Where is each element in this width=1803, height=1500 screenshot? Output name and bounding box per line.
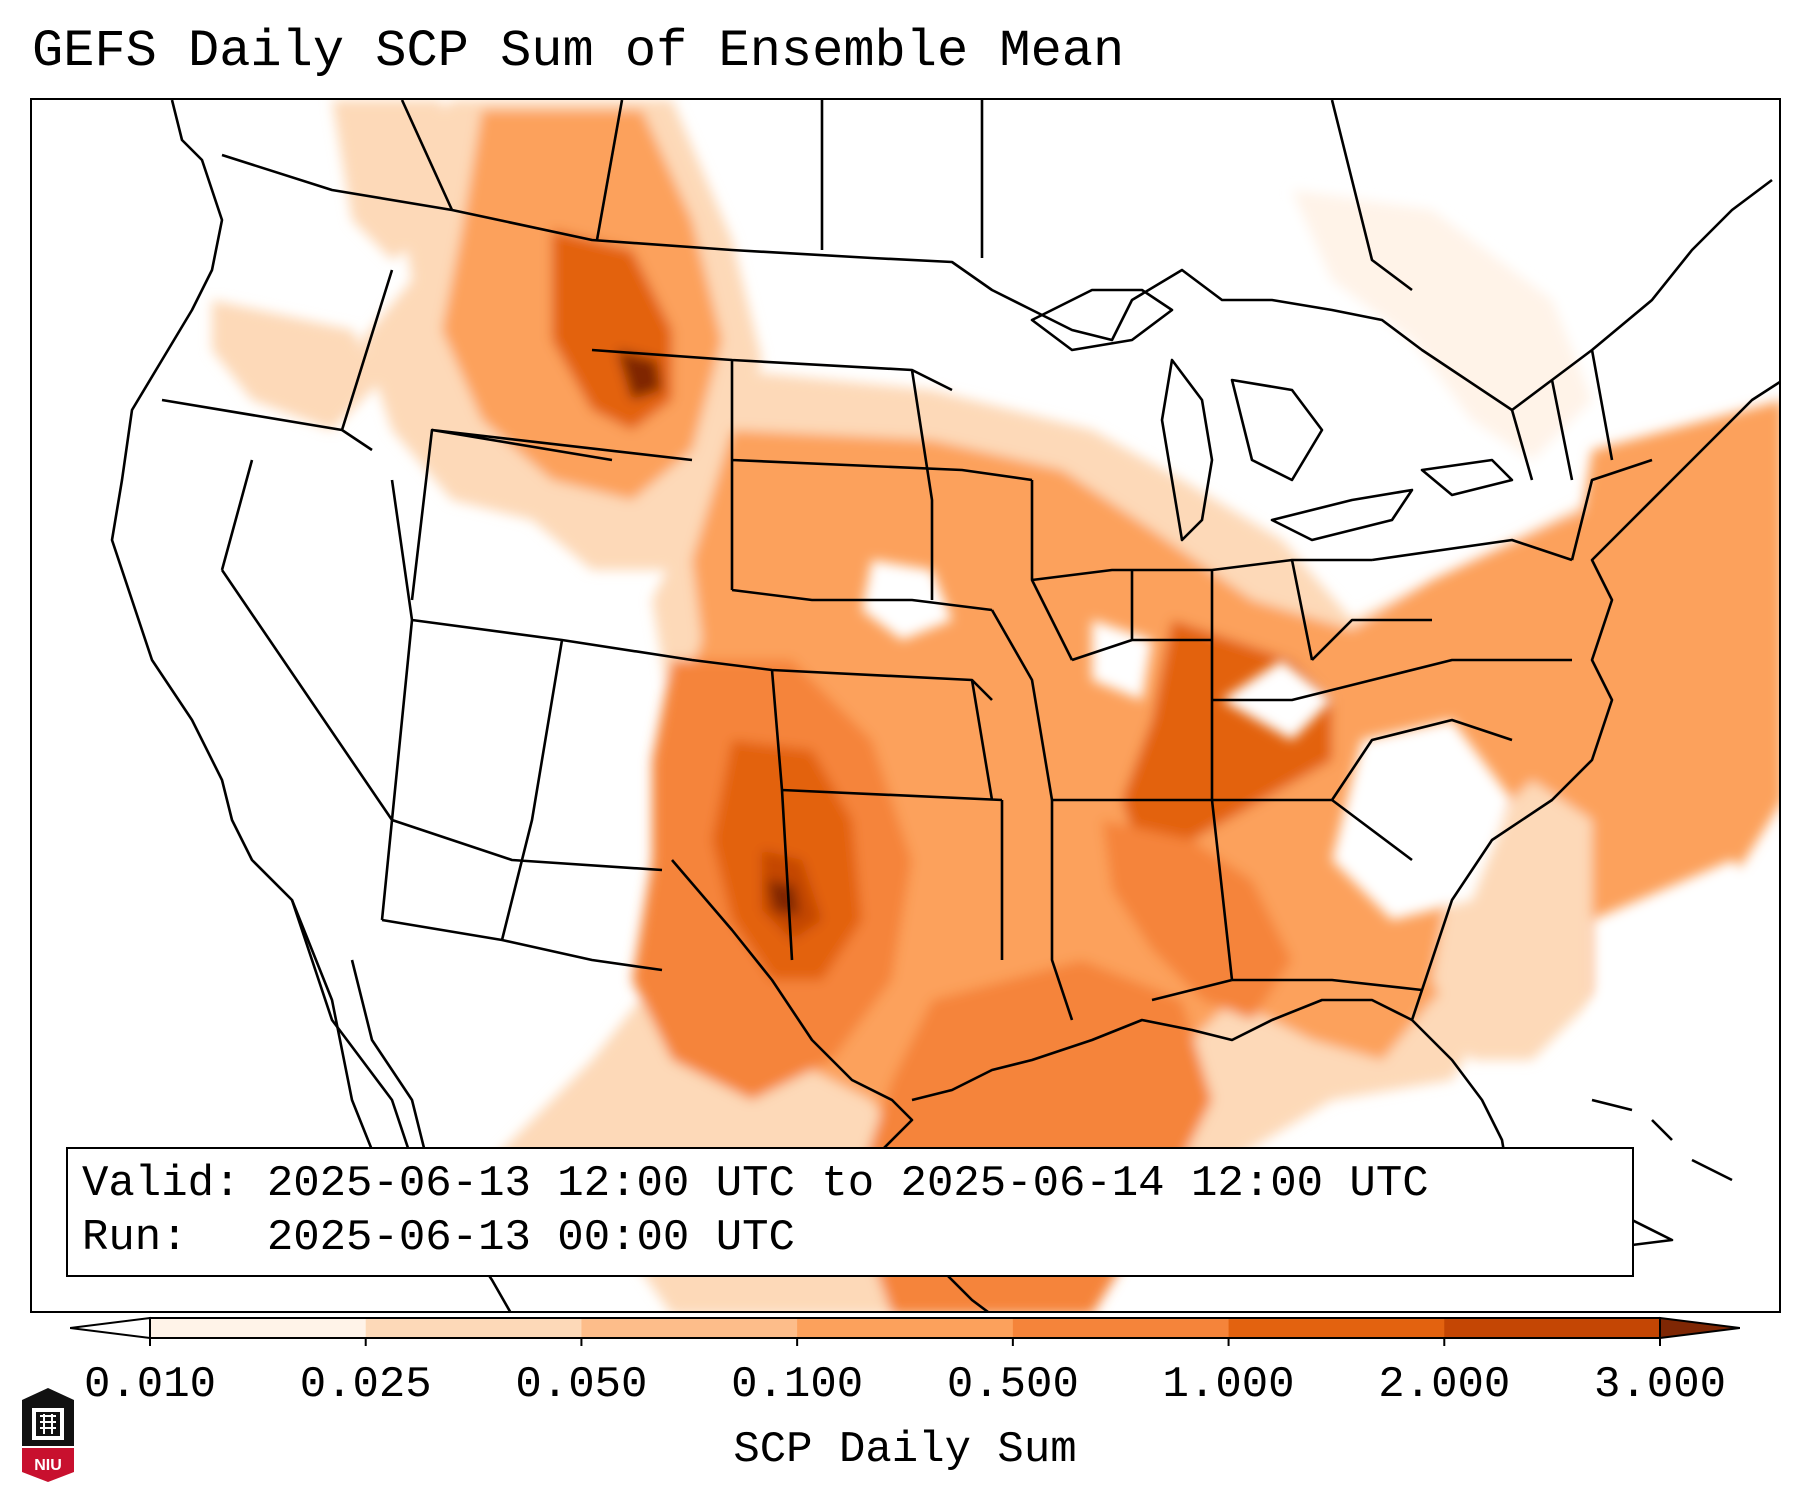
valid-label: Valid: bbox=[82, 1159, 241, 1209]
colorbar-tick-label: 0.500 bbox=[946, 1360, 1079, 1410]
colorbar-tick-label: 3.000 bbox=[1593, 1360, 1727, 1410]
boundaries bbox=[110, 100, 1779, 1311]
gulf-coast-east bbox=[911, 998, 1514, 1241]
valid-run-info-box: Valid: 2025-06-13 12:00 UTC to 2025-06-1… bbox=[66, 1147, 1634, 1277]
scp-area-mississippi bbox=[1102, 820, 1292, 1020]
colorbar-segment-1 bbox=[365, 1318, 582, 1338]
atlantic-coast bbox=[1410, 381, 1779, 1021]
colorbar-tick-label: 0.100 bbox=[731, 1360, 864, 1410]
niu-logo: NIU bbox=[22, 1388, 74, 1482]
lake-erie bbox=[1270, 488, 1414, 542]
scp-area-texas-max bbox=[767, 880, 800, 915]
coastline bbox=[110, 100, 512, 1311]
lake-huron bbox=[1230, 378, 1324, 482]
scp-field bbox=[212, 100, 1779, 1311]
map-panel bbox=[30, 98, 1781, 1313]
colorbar-over-arrow bbox=[1659, 1316, 1740, 1340]
valid-value: 2025-06-13 12:00 UTC to 2025-06-14 12:00… bbox=[266, 1159, 1429, 1209]
colorbar-tick-label: 0.010 bbox=[83, 1360, 217, 1410]
lake-ontario bbox=[1420, 458, 1514, 497]
map-title: GEFS Daily SCP Sum of Ensemble Mean bbox=[32, 22, 1125, 81]
colorbar-segment-4 bbox=[1012, 1318, 1230, 1338]
scp-area-northeast bbox=[1292, 190, 1592, 460]
logo-text: NIU bbox=[34, 1457, 62, 1474]
colorbar-segment-3 bbox=[797, 1318, 1014, 1338]
colorbar-tick-label: 0.050 bbox=[515, 1360, 648, 1410]
lake-michigan bbox=[1160, 358, 1214, 542]
colorbar-tick-label: 1.000 bbox=[1162, 1360, 1295, 1410]
colorbar-under-arrow bbox=[70, 1316, 151, 1340]
colorbar-segment-6 bbox=[1444, 1318, 1661, 1338]
canada-border bbox=[221, 153, 1773, 412]
colorbar-segment-2 bbox=[581, 1318, 798, 1338]
colorbar-segment-0 bbox=[150, 1318, 367, 1338]
colorbar-tick-label: 0.025 bbox=[299, 1360, 432, 1410]
scp-area-washington bbox=[332, 100, 452, 260]
scp-area-oregon bbox=[212, 300, 382, 430]
colorbar bbox=[70, 1316, 1740, 1346]
map-canvas bbox=[110, 100, 1779, 1311]
run-value: 2025-06-13 00:00 UTC bbox=[266, 1213, 795, 1263]
colorbar-tick-label: 2.000 bbox=[1378, 1360, 1511, 1410]
run-label: Run: bbox=[82, 1213, 188, 1263]
colorbar-label: SCP Daily Sum bbox=[733, 1425, 1077, 1475]
colorbar-segment-5 bbox=[1228, 1318, 1445, 1338]
scp-area-montana-max bbox=[617, 350, 662, 400]
lake-superior bbox=[1030, 288, 1174, 352]
state-lines bbox=[161, 269, 1653, 1021]
